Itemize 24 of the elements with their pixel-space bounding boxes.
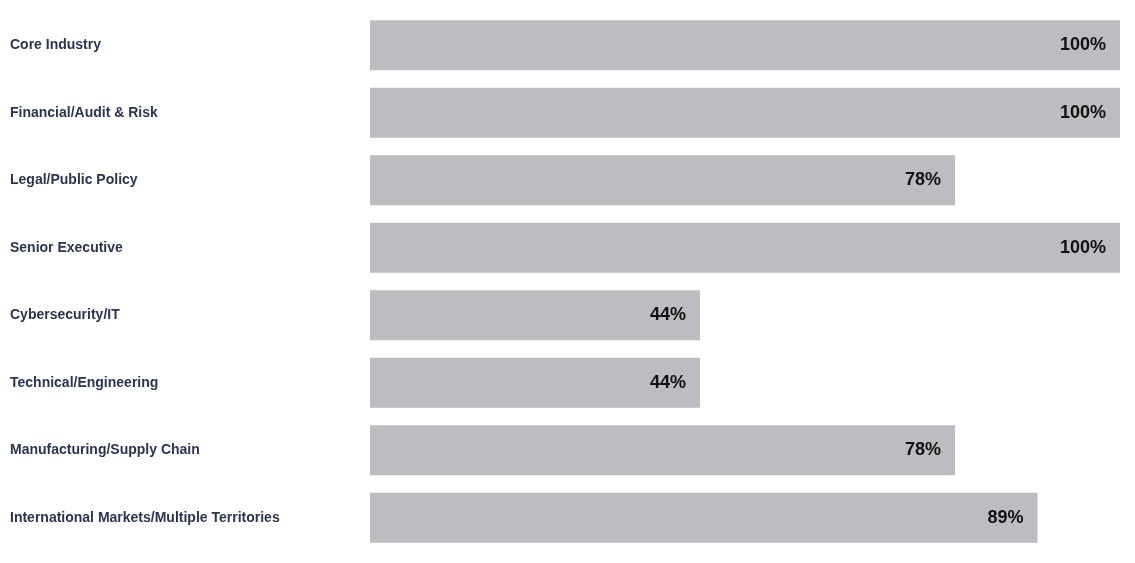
bar	[370, 20, 1120, 71]
y-tick-label: Cybersecurity/IT	[10, 306, 121, 323]
y-tick-label: Financial/Audit & Risk	[10, 103, 159, 120]
bar	[370, 222, 1120, 273]
y-tick-label: Manufacturing/Supply Chain	[10, 441, 200, 458]
data-label: 78%	[904, 439, 941, 460]
y-tick-label: Senior Executive	[10, 238, 124, 255]
y-tick-label: Core Industry	[10, 36, 102, 53]
data-label: 100%	[1059, 236, 1106, 257]
data-label: 100%	[1059, 34, 1106, 55]
y-tick-label: Technical/Engineering	[10, 373, 159, 390]
data-label: 100%	[1059, 101, 1106, 122]
data-label: 44%	[649, 304, 686, 325]
y-tick-label: International Markets/Multiple Territories	[10, 508, 280, 525]
data-label: 78%	[904, 169, 941, 190]
bar	[370, 492, 1038, 543]
bar	[370, 425, 955, 476]
bar	[370, 155, 955, 206]
bar	[370, 87, 1120, 138]
bar	[370, 357, 700, 408]
y-tick-label: Legal/Public Policy	[10, 171, 138, 188]
bar	[370, 290, 700, 341]
data-label: 44%	[649, 371, 686, 392]
data-label: 89%	[987, 506, 1024, 527]
